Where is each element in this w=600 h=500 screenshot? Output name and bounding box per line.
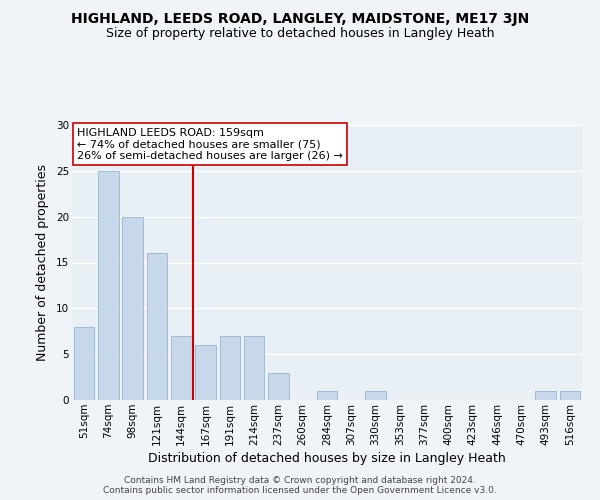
- Text: Contains HM Land Registry data © Crown copyright and database right 2024.: Contains HM Land Registry data © Crown c…: [124, 476, 476, 485]
- X-axis label: Distribution of detached houses by size in Langley Heath: Distribution of detached houses by size …: [148, 452, 506, 465]
- Bar: [146, 254, 167, 400]
- Bar: [98, 171, 119, 400]
- Text: HIGHLAND LEEDS ROAD: 159sqm
← 74% of detached houses are smaller (75)
26% of sem: HIGHLAND LEEDS ROAD: 159sqm ← 74% of det…: [77, 128, 343, 161]
- Bar: [535, 391, 556, 400]
- Bar: [365, 391, 386, 400]
- Bar: [220, 336, 240, 400]
- Bar: [122, 216, 143, 400]
- Bar: [560, 391, 580, 400]
- Text: HIGHLAND, LEEDS ROAD, LANGLEY, MAIDSTONE, ME17 3JN: HIGHLAND, LEEDS ROAD, LANGLEY, MAIDSTONE…: [71, 12, 529, 26]
- Text: Contains public sector information licensed under the Open Government Licence v3: Contains public sector information licen…: [103, 486, 497, 495]
- Bar: [171, 336, 191, 400]
- Bar: [244, 336, 265, 400]
- Bar: [317, 391, 337, 400]
- Y-axis label: Number of detached properties: Number of detached properties: [36, 164, 49, 361]
- Bar: [74, 326, 94, 400]
- Text: Size of property relative to detached houses in Langley Heath: Size of property relative to detached ho…: [106, 28, 494, 40]
- Bar: [268, 372, 289, 400]
- Bar: [195, 345, 216, 400]
